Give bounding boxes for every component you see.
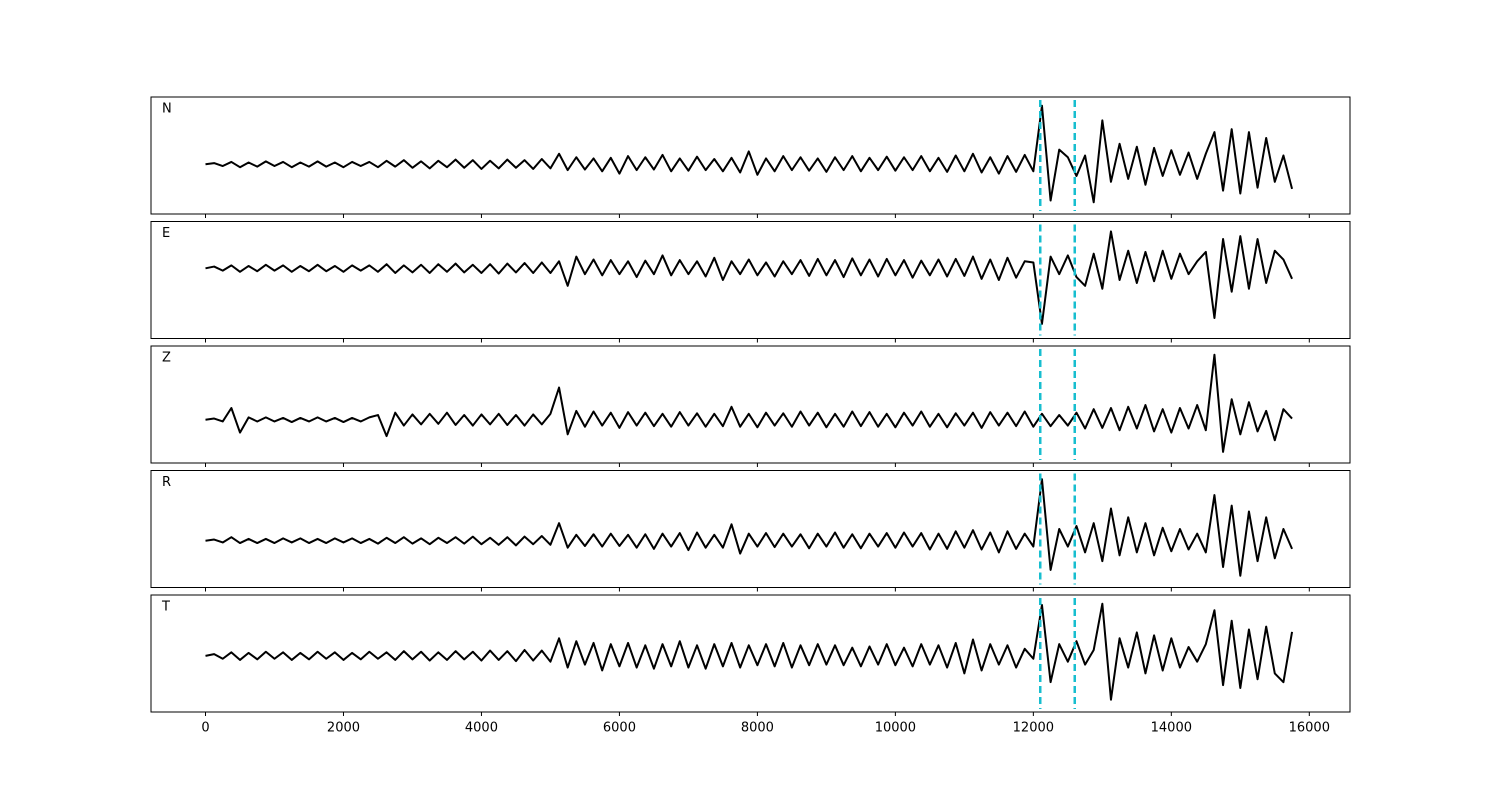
trace-label: T [161, 600, 170, 615]
panel-frame [150, 594, 1351, 713]
trace-label: N [162, 102, 172, 117]
x-tick-label: 12000 [1013, 721, 1054, 736]
trace [205, 230, 1293, 325]
trace-label: R [162, 475, 171, 490]
trace-label: E [162, 226, 170, 241]
trace [205, 602, 1294, 701]
panel-frame [150, 345, 1351, 464]
trace [205, 478, 1293, 577]
x-tick-label: 0 [201, 721, 209, 736]
x-tick-label: 4000 [465, 721, 498, 736]
x-tick-label: 16000 [1289, 721, 1330, 736]
x-tick-label: 6000 [603, 721, 636, 736]
trace-label: Z [162, 351, 171, 366]
x-tick-label: 10000 [875, 721, 916, 736]
x-tick-label: 2000 [327, 721, 360, 736]
trace [205, 353, 1293, 453]
panel-frame [150, 470, 1351, 588]
trace [205, 104, 1294, 204]
panel-frame [150, 96, 1351, 215]
x-tick-label: 8000 [741, 721, 774, 736]
x-tick-label: 14000 [1151, 721, 1192, 736]
panel-frame [150, 221, 1351, 339]
